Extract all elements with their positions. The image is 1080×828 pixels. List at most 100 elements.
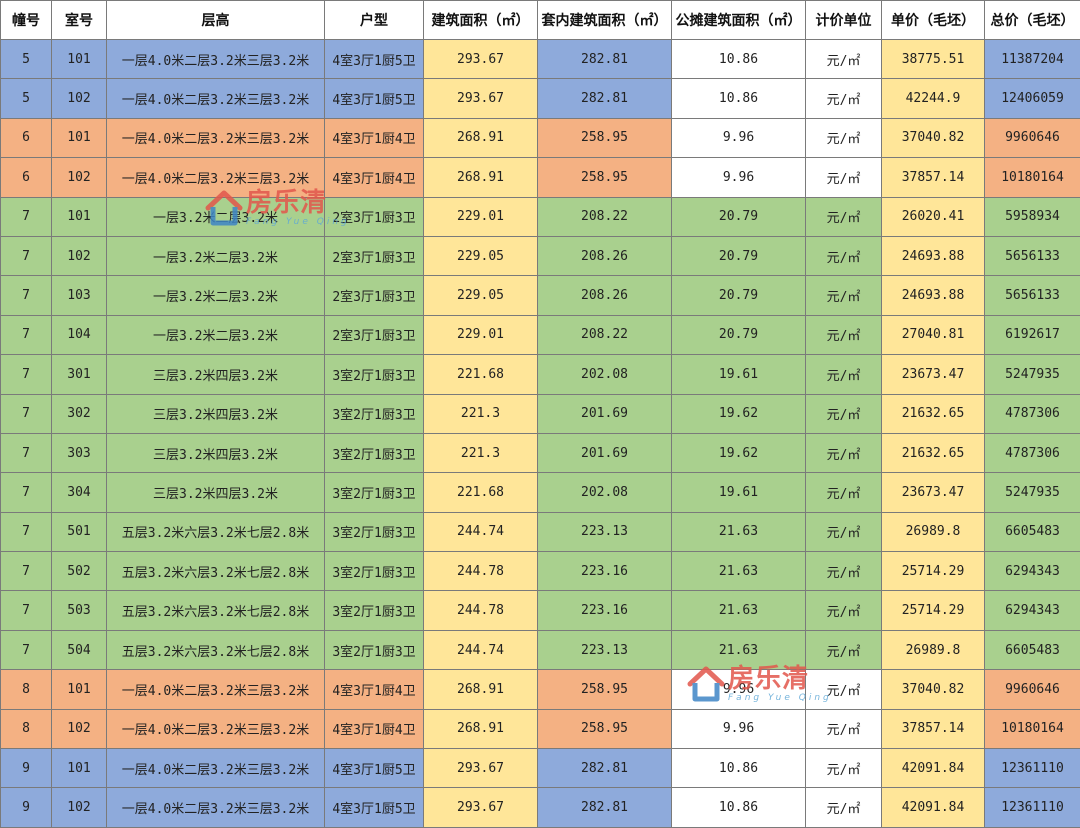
cell-layout: 3室2厅1厨3卫 [324, 590, 424, 631]
cell-gross-area: 221.68 [423, 472, 538, 513]
cell-unit-price: 37857.14 [881, 708, 985, 750]
cell-shared-area: 10.86 [671, 787, 806, 828]
cell-interior-area: 223.13 [537, 511, 672, 553]
cell-total-price: 5958934 [984, 196, 1080, 237]
cell-pricing-unit: 元/㎡ [805, 38, 882, 80]
header-gross-area: 建筑面积（㎡） [423, 0, 538, 40]
cell-floor-height: 一层4.0米二层3.2米三层3.2米 [106, 748, 325, 789]
cell-shared-area: 21.63 [671, 629, 806, 671]
cell-room: 101 [51, 38, 107, 80]
cell-pricing-unit: 元/㎡ [805, 314, 882, 356]
cell-building: 7 [0, 590, 52, 631]
cell-unit-price: 26989.8 [881, 511, 985, 553]
cell-interior-area: 223.16 [537, 590, 672, 631]
cell-room: 102 [51, 235, 107, 277]
cell-total-price: 9960646 [984, 669, 1080, 710]
cell-gross-area: 244.74 [423, 511, 538, 553]
cell-layout: 4室3厅1厨4卫 [324, 708, 424, 750]
header-total-price: 总价（毛坯） [984, 0, 1080, 40]
cell-layout: 2室3厅1厨3卫 [324, 235, 424, 277]
cell-room: 302 [51, 393, 107, 434]
cell-interior-area: 208.22 [537, 196, 672, 237]
cell-interior-area: 202.08 [537, 472, 672, 513]
table-row: 6 101 一层4.0米二层3.2米三层3.2米 4室3厅1厨4卫 268.91 258.… [0, 117, 1080, 159]
cell-building: 5 [0, 78, 52, 119]
cell-interior-area: 258.95 [537, 157, 672, 198]
cell-pricing-unit: 元/㎡ [805, 78, 882, 119]
cell-unit-price: 26020.41 [881, 196, 985, 237]
cell-pricing-unit: 元/㎡ [805, 354, 882, 395]
cell-gross-area: 293.67 [423, 787, 538, 828]
cell-gross-area: 244.74 [423, 629, 538, 671]
cell-interior-area: 201.69 [537, 393, 672, 434]
cell-unit-price: 23673.47 [881, 354, 985, 395]
cell-interior-area: 282.81 [537, 748, 672, 789]
cell-total-price: 10180164 [984, 157, 1080, 198]
cell-floor-height: 一层4.0米二层3.2米三层3.2米 [106, 38, 325, 80]
cell-building: 7 [0, 354, 52, 395]
cell-pricing-unit: 元/㎡ [805, 157, 882, 198]
cell-gross-area: 293.67 [423, 78, 538, 119]
cell-floor-height: 五层3.2米六层3.2米七层2.8米 [106, 590, 325, 631]
header-layout: 户型 [324, 0, 424, 40]
cell-layout: 4室3厅1厨5卫 [324, 78, 424, 119]
cell-interior-area: 258.95 [537, 669, 672, 710]
header-building: 幢号 [0, 0, 52, 40]
cell-room: 502 [51, 551, 107, 592]
cell-building: 7 [0, 472, 52, 513]
cell-interior-area: 282.81 [537, 78, 672, 119]
cell-pricing-unit: 元/㎡ [805, 708, 882, 750]
cell-layout: 4室3厅1厨5卫 [324, 38, 424, 80]
cell-gross-area: 293.67 [423, 38, 538, 80]
cell-room: 102 [51, 78, 107, 119]
table-row: 7 102 一层3.2米二层3.2米 2室3厅1厨3卫 229.05 208.26 20.7… [0, 235, 1080, 277]
cell-floor-height: 三层3.2米四层3.2米 [106, 393, 325, 434]
cell-building: 7 [0, 432, 52, 474]
cell-total-price: 11387204 [984, 38, 1080, 80]
cell-unit-price: 26989.8 [881, 629, 985, 671]
cell-interior-area: 208.22 [537, 314, 672, 356]
cell-shared-area: 20.79 [671, 314, 806, 356]
cell-building: 7 [0, 551, 52, 592]
cell-building: 7 [0, 235, 52, 277]
cell-layout: 2室3厅1厨3卫 [324, 196, 424, 237]
cell-pricing-unit: 元/㎡ [805, 590, 882, 631]
cell-unit-price: 27040.81 [881, 314, 985, 356]
cell-total-price: 6294343 [984, 590, 1080, 631]
table-row: 8 102 一层4.0米二层3.2米三层3.2米 4室3厅1厨4卫 268.91 258.… [0, 708, 1080, 750]
cell-total-price: 6294343 [984, 551, 1080, 592]
cell-building: 7 [0, 314, 52, 356]
cell-layout: 3室2厅1厨3卫 [324, 354, 424, 395]
cell-unit-price: 42091.84 [881, 748, 985, 789]
table-row: 5 101 一层4.0米二层3.2米三层3.2米 4室3厅1厨5卫 293.67 282.… [0, 38, 1080, 80]
cell-unit-price: 37040.82 [881, 669, 985, 710]
table-row: 7 504 五层3.2米六层3.2米七层2.8米 3室2厅1厨3卫 244.74 223.… [0, 629, 1080, 671]
cell-building: 7 [0, 393, 52, 434]
cell-gross-area: 221.3 [423, 432, 538, 474]
cell-shared-area: 19.62 [671, 432, 806, 474]
cell-floor-height: 一层4.0米二层3.2米三层3.2米 [106, 787, 325, 828]
cell-unit-price: 37857.14 [881, 157, 985, 198]
cell-pricing-unit: 元/㎡ [805, 393, 882, 434]
cell-layout: 3室2厅1厨3卫 [324, 629, 424, 671]
cell-gross-area: 229.01 [423, 196, 538, 237]
cell-total-price: 6605483 [984, 511, 1080, 553]
cell-pricing-unit: 元/㎡ [805, 235, 882, 277]
cell-total-price: 12361110 [984, 787, 1080, 828]
cell-gross-area: 221.3 [423, 393, 538, 434]
table-row: 5 102 一层4.0米二层3.2米三层3.2米 4室3厅1厨5卫 293.67 282.… [0, 78, 1080, 119]
table-row: 7 304 三层3.2米四层3.2米 3室2厅1厨3卫 221.68 202.08 19.6… [0, 472, 1080, 513]
cell-gross-area: 229.05 [423, 235, 538, 277]
cell-room: 102 [51, 787, 107, 828]
cell-total-price: 4787306 [984, 393, 1080, 434]
cell-pricing-unit: 元/㎡ [805, 787, 882, 828]
cell-interior-area: 223.13 [537, 629, 672, 671]
cell-total-price: 12361110 [984, 748, 1080, 789]
cell-room: 301 [51, 354, 107, 395]
cell-pricing-unit: 元/㎡ [805, 117, 882, 159]
table-row: 7 101 一层3.2米二层3.2米 2室3厅1厨3卫 229.01 208.22 20.7… [0, 196, 1080, 237]
cell-gross-area: 268.91 [423, 669, 538, 710]
header-shared-area: 公摊建筑面积（㎡） [671, 0, 806, 40]
cell-building: 9 [0, 748, 52, 789]
cell-layout: 4室3厅1厨4卫 [324, 157, 424, 198]
